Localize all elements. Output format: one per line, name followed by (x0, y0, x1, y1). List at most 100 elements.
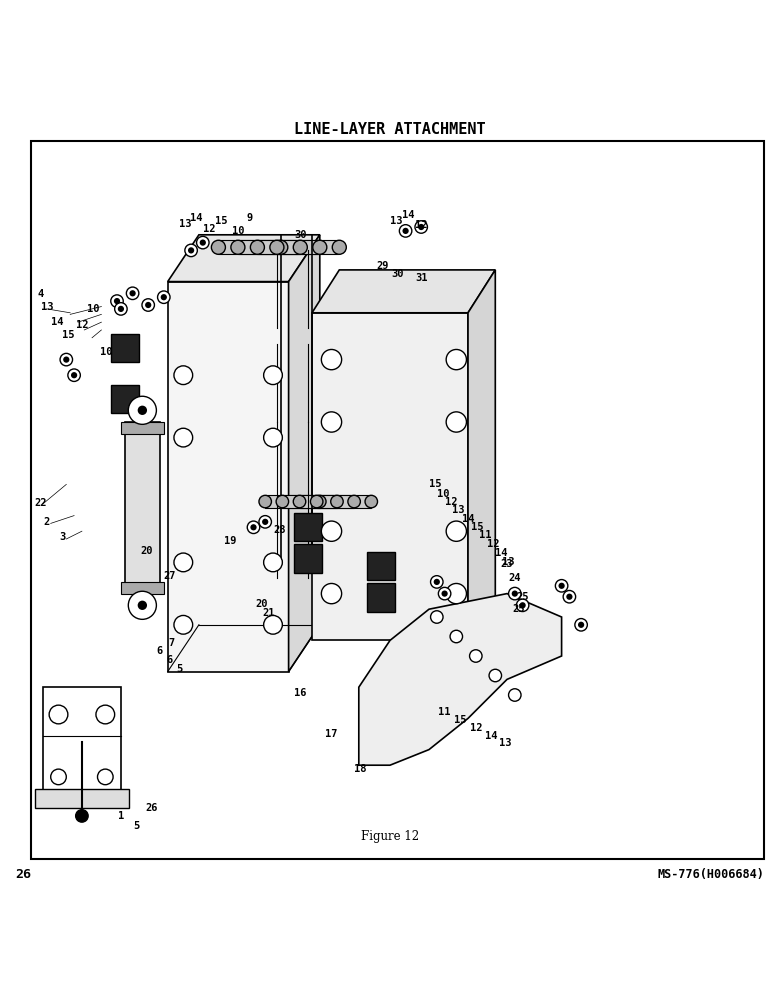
Text: 11: 11 (479, 530, 491, 540)
Polygon shape (468, 270, 495, 640)
Circle shape (71, 372, 77, 378)
Circle shape (446, 412, 466, 432)
Circle shape (276, 495, 289, 508)
Text: 15: 15 (429, 479, 441, 489)
Circle shape (250, 524, 257, 530)
Circle shape (509, 689, 521, 701)
Bar (367, 552, 395, 580)
Circle shape (431, 576, 443, 588)
Circle shape (49, 705, 68, 724)
Circle shape (575, 619, 587, 631)
Text: 20: 20 (255, 599, 268, 609)
Circle shape (231, 240, 245, 254)
Bar (277, 240, 339, 254)
Text: MS-776(H006684): MS-776(H006684) (658, 868, 764, 881)
Bar (257, 240, 320, 254)
Text: 3: 3 (59, 532, 66, 542)
Circle shape (516, 599, 529, 612)
Text: 12: 12 (76, 320, 88, 330)
Circle shape (60, 353, 73, 366)
Circle shape (174, 366, 193, 385)
Bar (265, 495, 320, 508)
Text: 23: 23 (501, 559, 513, 569)
Circle shape (563, 590, 576, 603)
Circle shape (431, 611, 443, 623)
Text: 31: 31 (415, 273, 427, 283)
Text: 19: 19 (224, 536, 236, 546)
Bar (312, 313, 468, 640)
Circle shape (185, 244, 197, 257)
Text: 30: 30 (294, 230, 307, 240)
Text: 10: 10 (87, 304, 100, 314)
Bar (367, 583, 395, 612)
Circle shape (188, 247, 194, 254)
Circle shape (446, 583, 466, 604)
Text: 13: 13 (41, 302, 53, 312)
Text: 14: 14 (495, 548, 507, 558)
Text: 15: 15 (62, 330, 75, 340)
Circle shape (174, 615, 193, 634)
Text: LINE-LAYER ATTACHMENT: LINE-LAYER ATTACHMENT (294, 122, 486, 137)
Circle shape (137, 406, 147, 415)
Circle shape (415, 221, 427, 233)
Polygon shape (289, 235, 320, 672)
Text: 14: 14 (462, 514, 474, 524)
Circle shape (509, 587, 521, 600)
Bar (43, 687, 121, 808)
Circle shape (321, 349, 342, 370)
Circle shape (63, 356, 69, 363)
Circle shape (174, 553, 193, 572)
Text: 13: 13 (502, 557, 515, 567)
Text: 26: 26 (16, 868, 32, 881)
Circle shape (321, 521, 342, 541)
Bar (294, 513, 322, 541)
Circle shape (489, 669, 502, 682)
Text: 25: 25 (512, 604, 525, 614)
Circle shape (211, 240, 225, 254)
Text: 13: 13 (390, 216, 402, 226)
Text: 10: 10 (100, 347, 112, 357)
Text: 15: 15 (454, 715, 466, 725)
Circle shape (566, 594, 573, 600)
Circle shape (321, 412, 342, 432)
Circle shape (270, 240, 284, 254)
Text: 12: 12 (415, 220, 427, 230)
Circle shape (446, 521, 466, 541)
Polygon shape (35, 789, 129, 808)
Circle shape (262, 519, 268, 525)
Text: 25: 25 (516, 592, 529, 602)
Circle shape (51, 769, 66, 785)
Circle shape (274, 240, 288, 254)
Circle shape (555, 580, 568, 592)
Circle shape (418, 224, 424, 230)
Circle shape (129, 290, 136, 296)
Circle shape (434, 579, 440, 585)
Circle shape (259, 495, 271, 508)
Circle shape (111, 295, 123, 307)
Text: 26: 26 (146, 803, 158, 813)
Circle shape (264, 553, 282, 572)
Text: 16: 16 (294, 688, 307, 698)
Bar (238, 240, 300, 254)
Circle shape (145, 302, 151, 308)
Circle shape (76, 810, 88, 822)
Text: 9: 9 (246, 213, 253, 223)
Text: 7: 7 (168, 638, 175, 648)
Bar (168, 282, 289, 672)
Text: 10: 10 (232, 226, 244, 236)
Bar (121, 582, 164, 594)
Text: 11: 11 (438, 707, 451, 717)
Text: 27: 27 (164, 571, 176, 581)
Circle shape (313, 240, 327, 254)
Circle shape (399, 225, 412, 237)
Circle shape (200, 239, 206, 246)
Circle shape (331, 495, 343, 508)
Text: 13: 13 (452, 505, 465, 515)
Text: 6: 6 (166, 655, 172, 665)
Circle shape (348, 495, 360, 508)
Text: 20: 20 (140, 546, 153, 556)
Polygon shape (168, 235, 320, 282)
Text: 29: 29 (376, 261, 388, 271)
Text: 10: 10 (437, 489, 449, 499)
Text: 13: 13 (499, 738, 512, 748)
